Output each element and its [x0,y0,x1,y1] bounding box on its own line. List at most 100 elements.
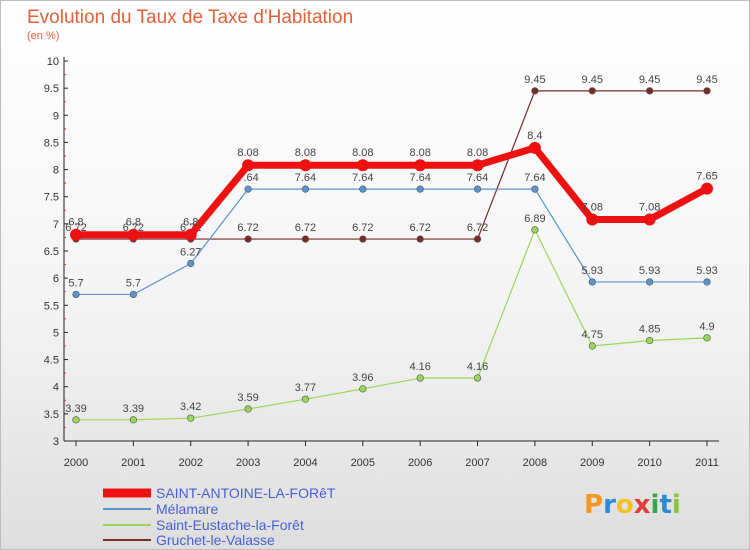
y-tick-label: 7 [53,219,59,231]
data-label: 6.72 [65,222,86,234]
data-point [72,290,80,299]
data-label: 4.85 [639,324,660,336]
data-point [586,213,599,226]
data-point [244,405,252,413]
data-label: 5.7 [126,277,141,289]
data-label: 8.08 [352,147,373,159]
data-label: 5.93 [582,265,603,277]
data-point [244,185,252,193]
data-label: 6.72 [237,222,258,234]
logo-letter: i [671,490,681,520]
y-tick-label: 3 [53,436,59,448]
data-point [646,87,654,95]
logo-letter: r [603,490,616,520]
data-label: 6.72 [352,222,373,234]
data-point [646,278,654,286]
proxiti-logo: Proxiti [584,490,681,520]
x-tick-label: 2009 [580,457,604,469]
logo-letter: o [615,490,634,520]
data-point [187,259,195,268]
x-tick-label: 2003 [236,457,260,469]
data-point [356,159,369,172]
data-point [72,416,80,424]
data-point [531,185,539,193]
y-tick-label: 3.5 [44,409,59,421]
data-label: 7.65 [696,171,717,183]
data-label: 6.89 [524,213,545,225]
data-label: 9.45 [696,74,717,86]
series-line [72,144,711,239]
data-label: 8.08 [409,147,430,159]
y-tick-label: 4.5 [44,355,59,367]
data-point [531,87,539,95]
x-tick-label: 2005 [351,457,375,469]
data-point [416,374,424,382]
series-line [75,229,708,421]
x-tick-label: 2002 [178,457,202,469]
data-label: 6.8 [126,217,141,229]
data-point [359,385,367,393]
y-tick-label: 6.5 [44,246,59,258]
y-tick-label: 6 [53,273,59,285]
data-point [588,87,596,95]
data-label: 3.59 [237,392,258,404]
data-label: 8.08 [467,147,488,159]
data-label: 3.77 [295,382,316,394]
data-label: 6.8 [183,217,198,229]
y-tick-label: 8 [53,165,59,177]
data-point [359,185,367,193]
data-label: 7.64 [295,172,316,184]
data-label: 3.42 [180,401,201,413]
x-tick-label: 2001 [121,457,145,469]
y-tick-label: 8.5 [44,137,59,149]
data-point [701,182,713,195]
data-point [129,290,137,299]
data-point [473,374,482,382]
legend-label: Gruchet-le-Valasse [156,532,275,548]
chart-subtitle: (en %) [27,30,60,42]
data-label: 4.16 [467,361,488,373]
x-tick-label: 2010 [637,457,661,469]
data-point [301,235,310,243]
legend-label: Mélamare [156,501,218,517]
data-label: 7.64 [467,172,488,184]
data-point [588,278,596,286]
data-point [70,228,82,241]
data-label: 3.96 [352,372,373,384]
data-point [646,336,654,345]
y-tick-label: 4 [53,382,59,394]
x-tick-label: 2008 [523,457,547,469]
y-tick-label: 5.5 [44,300,59,312]
y-tick-label: 5 [53,327,59,339]
data-label: 4.9 [699,321,714,333]
x-tick-label: 2011 [695,457,719,469]
logo-letter: P [584,490,604,520]
data-point [301,185,310,193]
data-point [531,226,539,234]
data-label: 9.45 [639,74,660,86]
data-label: 5.93 [696,265,717,277]
data-point [359,235,367,243]
data-label: 8.4 [527,130,542,142]
data-point [703,278,711,286]
logo-letter: x [633,490,651,520]
y-tick-label: 7.5 [44,192,59,204]
data-label: 9.45 [524,74,545,86]
data-point [473,235,482,243]
x-tick-label: 2000 [64,457,88,469]
data-point [127,228,140,241]
data-point [703,334,711,342]
data-label: 6.72 [123,222,144,234]
data-point [416,185,424,193]
data-label: 3.39 [123,403,144,415]
data-label: 4.75 [582,329,603,341]
data-label: 6.8 [68,217,83,229]
data-label: 7.64 [352,172,373,184]
data-label: 8.08 [237,147,258,159]
data-point [184,228,197,241]
chart-title: Evolution du Taux de Taxe d'Habitation [27,7,354,28]
data-point [703,87,711,95]
data-label: 6.72 [295,222,316,234]
